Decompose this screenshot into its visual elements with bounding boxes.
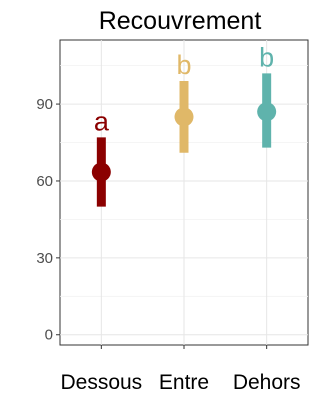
x-axis: Dessous Entre Dehors	[60, 345, 301, 394]
data-marks: a b b	[91, 42, 277, 207]
significance-letter: a	[94, 106, 110, 136]
y-tick-label: 30	[36, 250, 53, 267]
y-axis: 0 30 60 90	[36, 96, 60, 344]
mean-point	[91, 162, 111, 182]
y-tick-label: 60	[36, 173, 53, 190]
chart-title: Recouvrement	[99, 7, 262, 35]
x-tick-label: Entre	[159, 371, 209, 394]
significance-letter: b	[259, 42, 274, 72]
mean-point	[174, 107, 194, 127]
significance-letter: b	[176, 50, 191, 80]
y-tick-label: 0	[45, 327, 53, 344]
x-tick-label: Dehors	[233, 371, 301, 394]
y-tick-label: 90	[36, 96, 53, 113]
mean-point	[257, 102, 277, 122]
x-tick-label: Dessous	[60, 371, 142, 394]
